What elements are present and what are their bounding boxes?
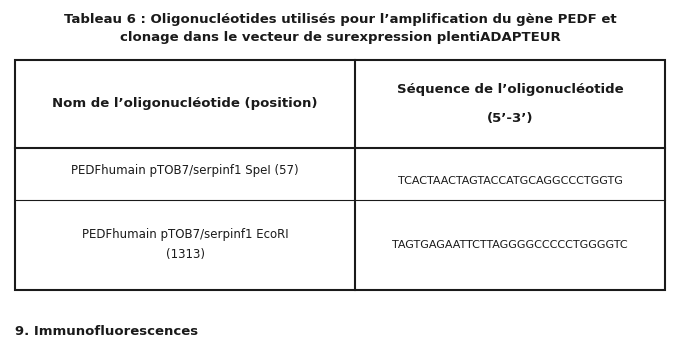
Text: (1313): (1313) bbox=[165, 248, 205, 261]
Text: Nom de l’oligonucléotide (position): Nom de l’oligonucléotide (position) bbox=[52, 98, 318, 110]
Text: 9. Immunofluorescences: 9. Immunofluorescences bbox=[15, 325, 198, 338]
Text: TCACTAACTAGTACCATGCAGGCCCTGGTG: TCACTAACTAGTACCATGCAGGCCCTGGTG bbox=[398, 176, 622, 186]
Text: Séquence de l’oligonucléotide: Séquence de l’oligonucléotide bbox=[396, 83, 624, 96]
Text: PEDFhumain pTOB7/serpinf1 EcoRI: PEDFhumain pTOB7/serpinf1 EcoRI bbox=[82, 228, 288, 241]
Text: TAGTGAGAATTCTTAGGGGCCCCCTGGGGTC: TAGTGAGAATTCTTAGGGGCCCCCTGGGGTC bbox=[392, 240, 628, 250]
Text: (5’-3’): (5’-3’) bbox=[487, 112, 533, 125]
Text: PEDFhumain pTOB7/serpinf1 SpeI (57): PEDFhumain pTOB7/serpinf1 SpeI (57) bbox=[71, 164, 299, 177]
Text: Tableau 6 : Oligonucléotides utilisés pour l’amplification du gène PEDF et: Tableau 6 : Oligonucléotides utilisés po… bbox=[64, 13, 616, 26]
Bar bbox=[15, 60, 665, 290]
Text: clonage dans le vecteur de surexpression plentiADAPTEUR: clonage dans le vecteur de surexpression… bbox=[120, 31, 560, 44]
